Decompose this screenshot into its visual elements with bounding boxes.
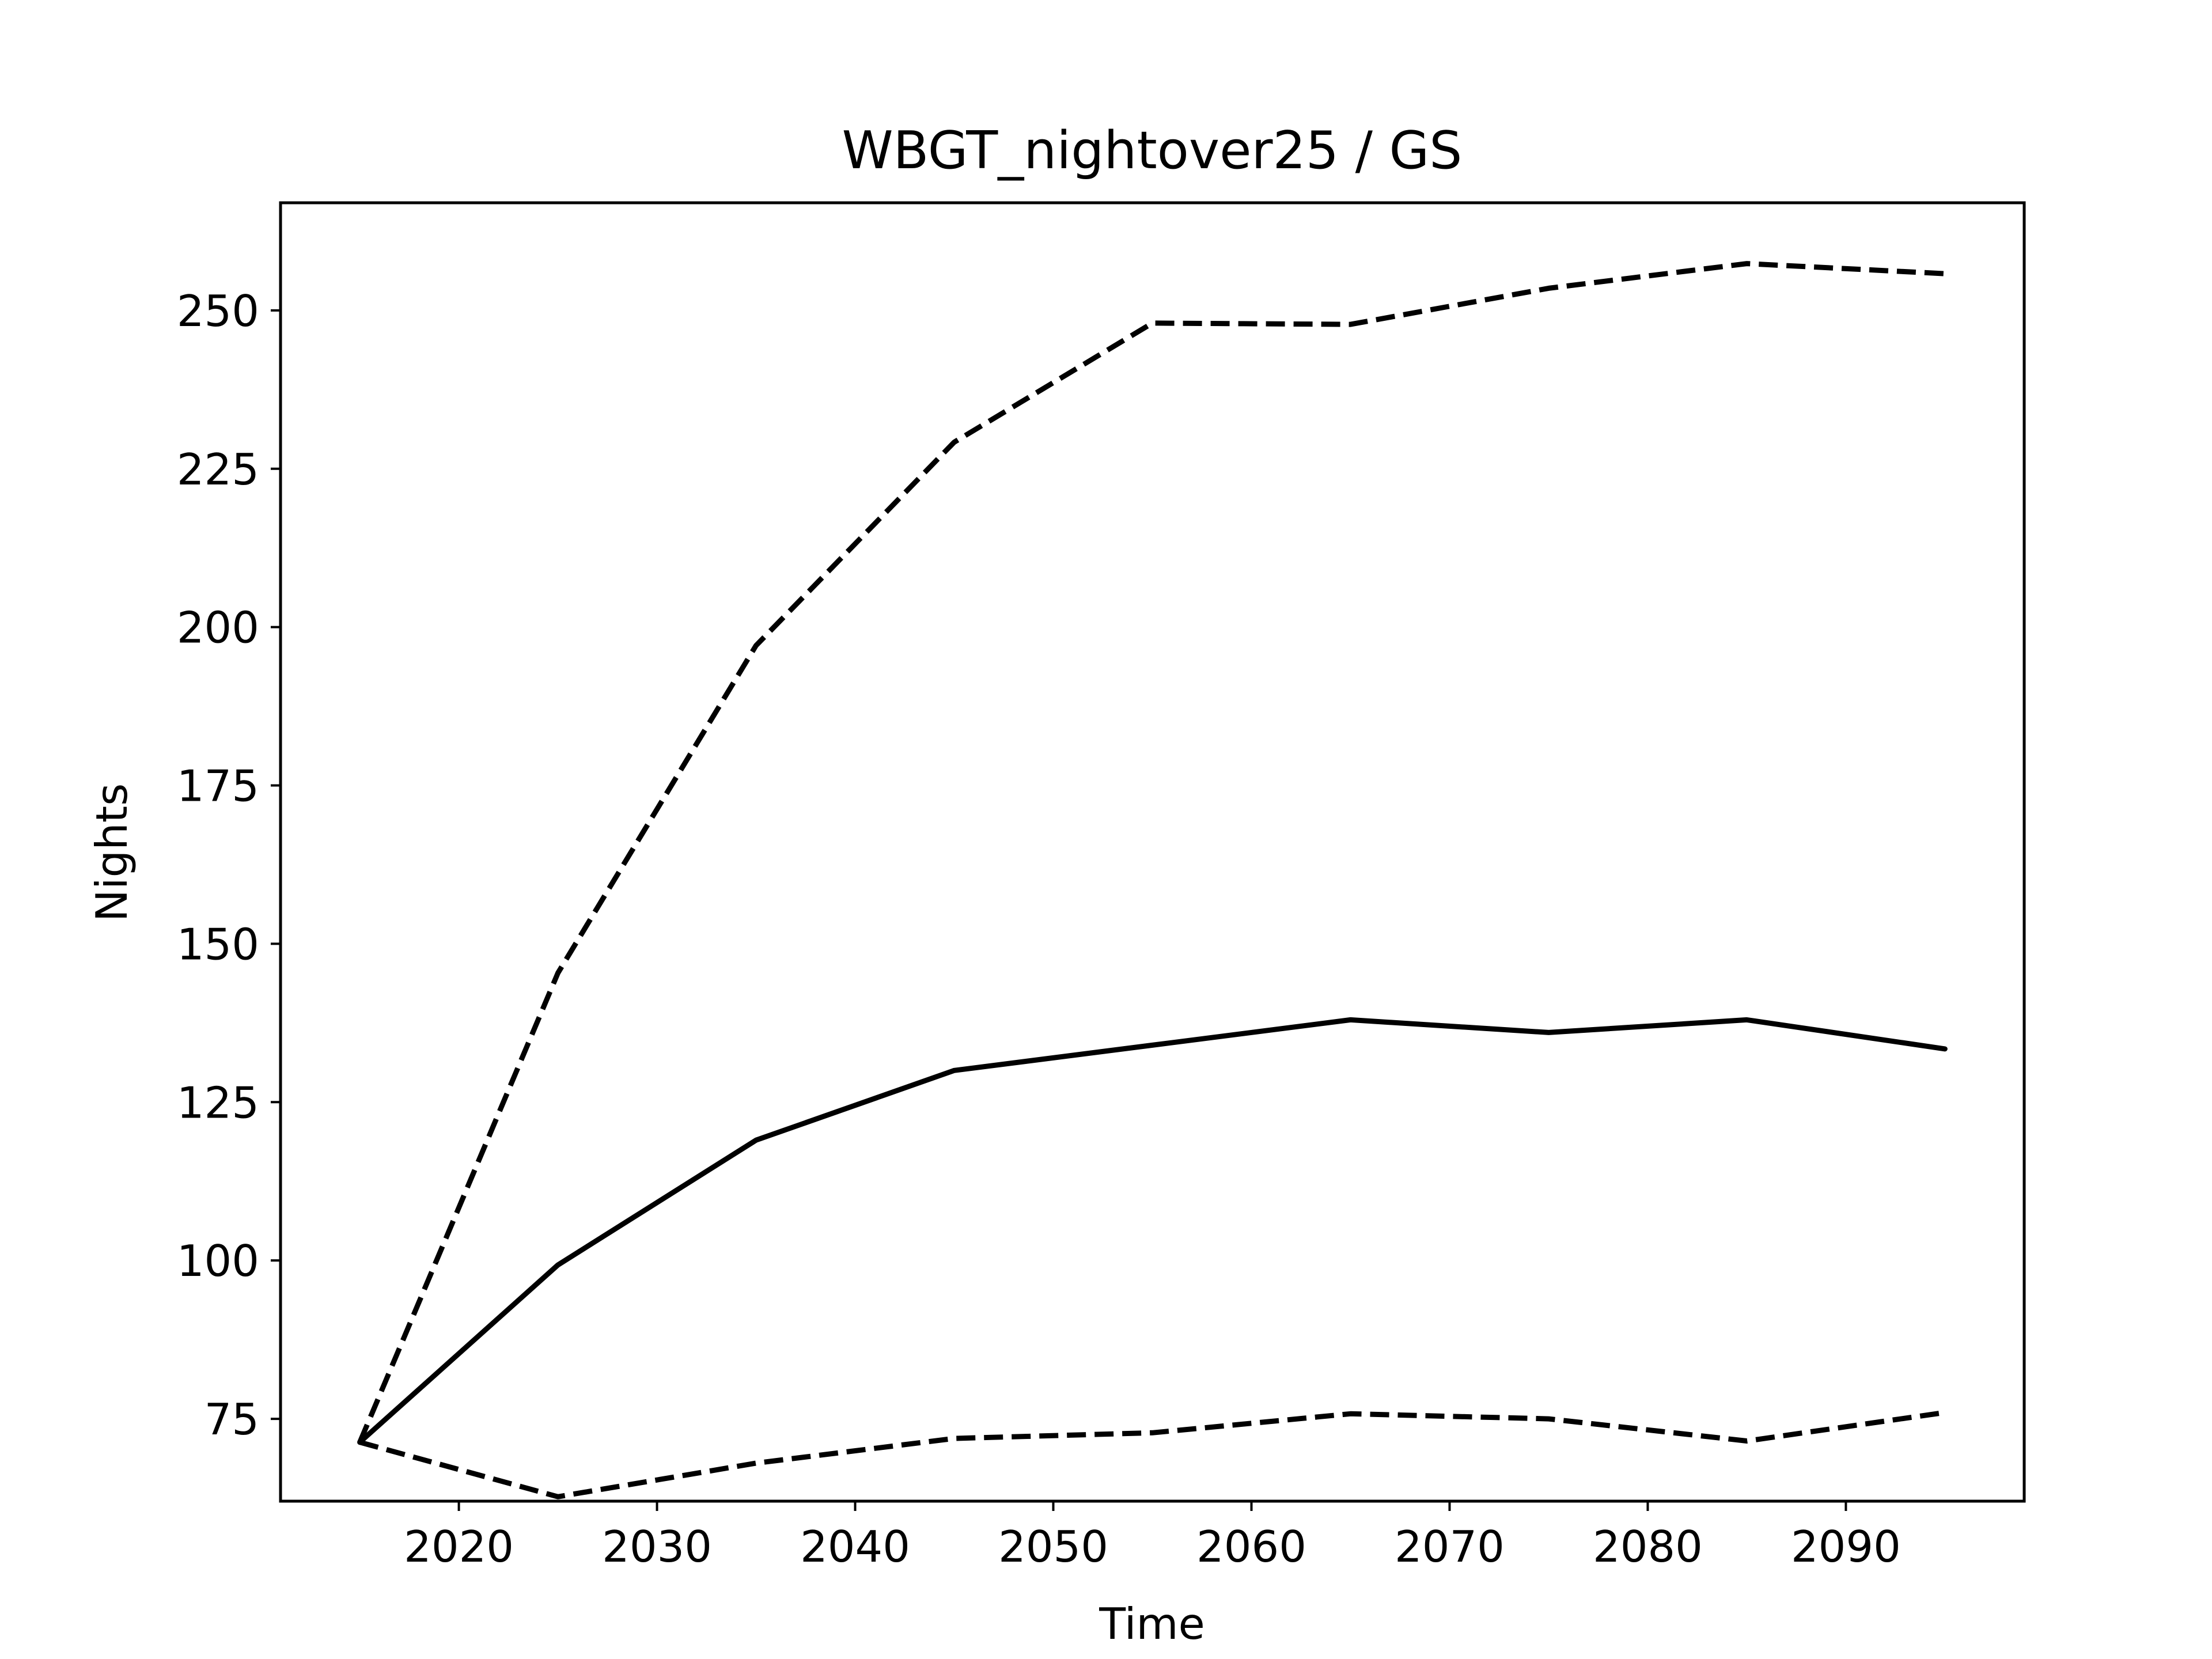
x-axis: 2020 2030 2040 2050 2060 2070 2080 2090 — [404, 1501, 1901, 1572]
y-tick-label: 125 — [177, 1077, 259, 1128]
y-tick-label: 175 — [177, 761, 259, 812]
x-tick-label: 2040 — [800, 1521, 910, 1572]
series-line-1 — [357, 1017, 1948, 1445]
series-line-2 — [357, 261, 1945, 1444]
x-tick-label: 2080 — [1593, 1521, 1703, 1572]
chart-title: WBGT_nightover25 / GS — [842, 120, 1463, 181]
y-tick-label: 250 — [177, 286, 259, 336]
y-axis: 75 100 125 150 175 200 225 250 — [177, 286, 281, 1445]
y-tick-label: 150 — [177, 919, 259, 969]
series-layer — [357, 261, 1948, 1499]
y-tick-label: 225 — [177, 444, 259, 495]
y-axis-label: Nights — [86, 783, 137, 922]
x-axis-label: Time — [1099, 1599, 1205, 1649]
x-tick-label: 2090 — [1791, 1521, 1901, 1572]
series-line-3 — [359, 1410, 1946, 1499]
x-tick-label: 2020 — [404, 1521, 514, 1572]
x-tick-label: 2070 — [1395, 1521, 1505, 1572]
y-tick-label: 200 — [177, 603, 259, 653]
x-tick-label: 2060 — [1196, 1521, 1306, 1572]
plot-frame — [279, 201, 2026, 1503]
x-tick-label: 2050 — [998, 1521, 1108, 1572]
y-tick-label: 100 — [177, 1236, 259, 1286]
x-tick-label: 2030 — [602, 1521, 712, 1572]
y-tick-label: 75 — [204, 1394, 259, 1445]
